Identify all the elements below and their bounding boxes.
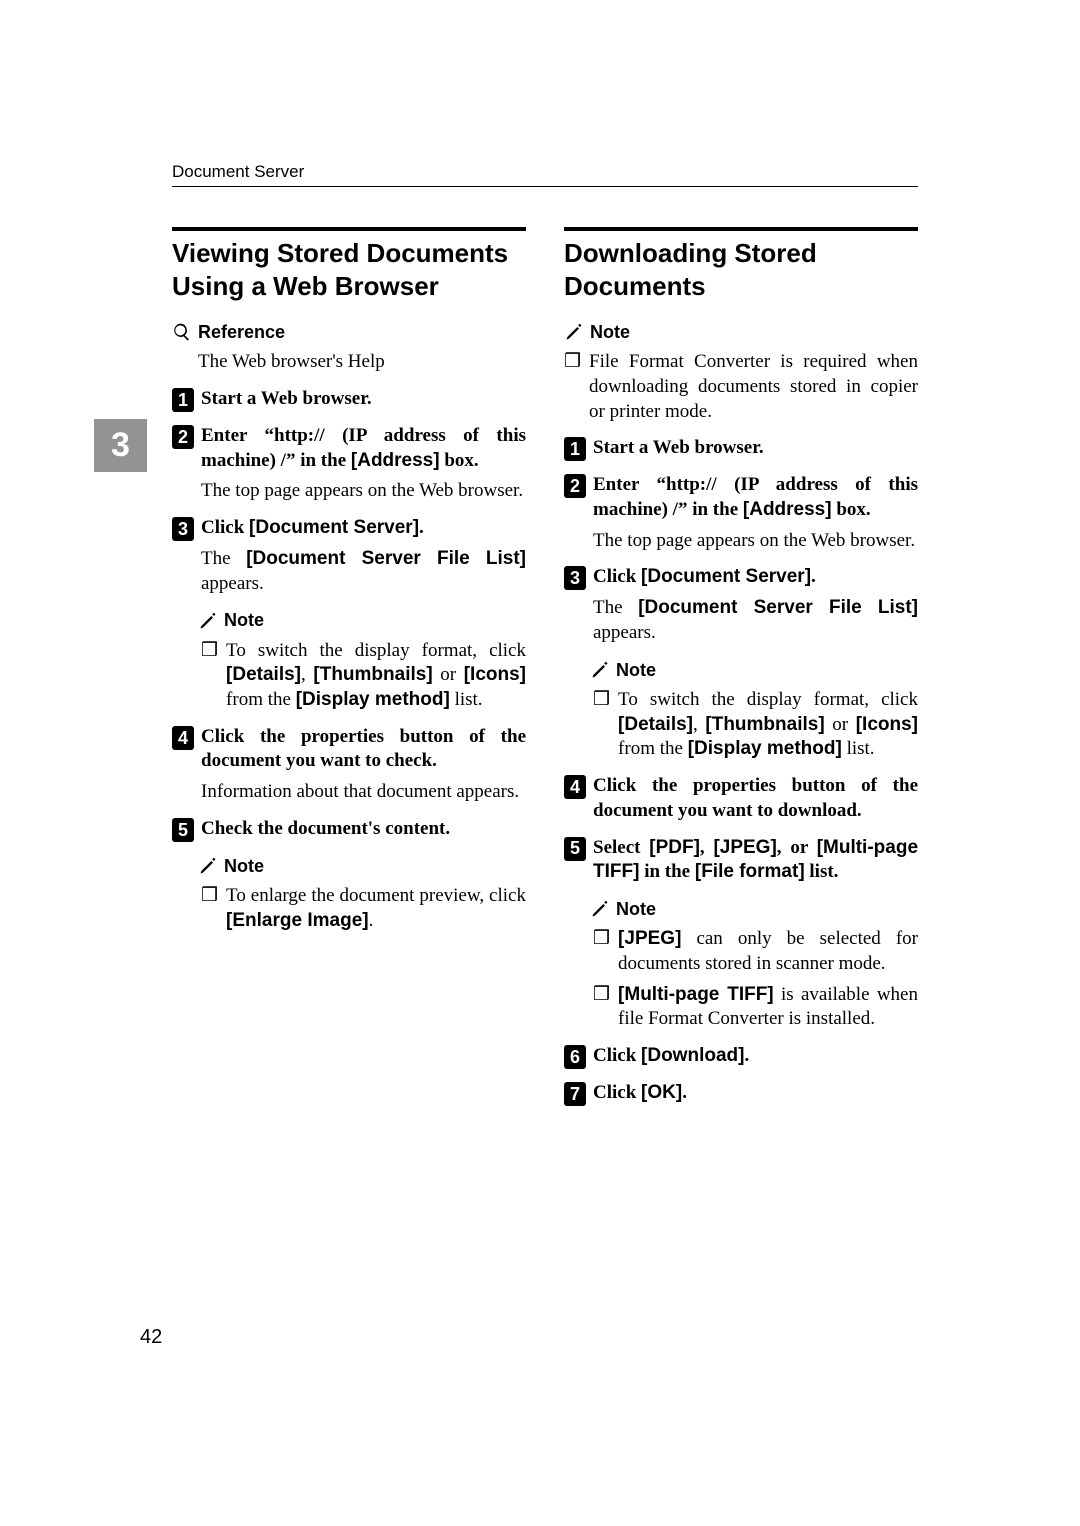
step-text: Start a Web browser. — [593, 436, 918, 461]
step-number-icon: 7 — [564, 1082, 586, 1106]
note-label: Note — [590, 320, 630, 344]
section-rule — [564, 227, 918, 231]
reference-label: Reference — [198, 320, 285, 344]
step-1: 1 Start a Web browser. — [564, 436, 918, 461]
reference-heading: Reference — [172, 320, 526, 344]
step-text: Click [Download]. — [593, 1044, 918, 1069]
step-text: Click [OK]. — [593, 1081, 918, 1106]
pencil-icon — [198, 611, 218, 631]
note-bullet: ❒ To switch the display format, click [D… — [201, 639, 526, 713]
step-body: The [Document Server File List] appears. — [593, 596, 918, 645]
step-text: Click the properties button of the docum… — [593, 774, 918, 823]
step-3: 3 Click [Document Server]. — [564, 565, 918, 590]
section-rule — [172, 227, 526, 231]
note-heading: Note — [198, 854, 526, 878]
right-column: Downloading Stored Documents Note ❒ File… — [564, 227, 918, 1106]
step-body: The top page appears on the Web browser. — [201, 479, 526, 504]
note-heading: Note — [590, 658, 918, 682]
page-number: 42 — [140, 1326, 162, 1349]
bullet-text: To switch the display format, click [Det… — [618, 688, 918, 762]
bullet-icon: ❒ — [593, 927, 610, 951]
step-text: Enter “http:// (IP address of this machi… — [593, 473, 918, 522]
reference-icon — [172, 322, 192, 342]
step-7: 7 Click [OK]. — [564, 1081, 918, 1106]
step-5: 5 Select [PDF], [JPEG], or [Multi-page T… — [564, 836, 918, 885]
note-heading: Note — [198, 608, 526, 632]
step-1: 1 Start a Web browser. — [172, 387, 526, 412]
step-4: 4 Click the properties button of the doc… — [564, 774, 918, 823]
reference-text: The Web browser's Help — [198, 350, 526, 375]
step-body: The top page appears on the Web browser. — [593, 529, 918, 554]
step-number-icon: 5 — [564, 837, 586, 861]
note-bullet: ❒ File Format Converter is required when… — [564, 350, 918, 424]
step-body: Information about that document appears. — [201, 780, 526, 805]
step-text: Select [PDF], [JPEG], or [Multi-page TIF… — [593, 836, 918, 885]
pencil-icon — [198, 856, 218, 876]
page-body: Document Server Viewing Stored Documents… — [172, 162, 918, 1106]
bullet-icon: ❒ — [593, 983, 610, 1007]
step-text: Click [Document Server]. — [593, 565, 918, 590]
section-title: Downloading Stored Documents — [564, 237, 918, 302]
note-label: Note — [224, 608, 264, 632]
bullet-text: To switch the display format, click [Det… — [226, 639, 526, 713]
left-column: Viewing Stored Documents Using a Web Bro… — [172, 227, 526, 1106]
pencil-icon — [590, 660, 610, 680]
bullet-text: [JPEG] can only be selected for document… — [618, 927, 918, 976]
step-body: The [Document Server File List] appears. — [201, 547, 526, 596]
step-number-icon: 2 — [172, 425, 194, 449]
note-heading: Note — [590, 897, 918, 921]
note-bullet: ❒ To switch the display format, click [D… — [593, 688, 918, 762]
step-number-icon: 1 — [172, 388, 194, 412]
bullet-icon: ❒ — [201, 884, 218, 908]
step-number-icon: 3 — [564, 566, 586, 590]
step-number-icon: 5 — [172, 818, 194, 842]
step-text: Check the document's content. — [201, 817, 526, 842]
header-rule — [172, 186, 918, 187]
pencil-icon — [564, 322, 584, 342]
note-bullet: ❒ To enlarge the document preview, click… — [201, 884, 526, 933]
step-text: Click [Document Server]. — [201, 516, 526, 541]
step-2: 2 Enter “http:// (IP address of this mac… — [172, 424, 526, 473]
step-5: 5 Check the document's content. — [172, 817, 526, 842]
bullet-text: File Format Converter is required when d… — [589, 350, 918, 424]
step-number-icon: 4 — [564, 775, 586, 799]
step-number-icon: 6 — [564, 1045, 586, 1069]
step-6: 6 Click [Download]. — [564, 1044, 918, 1069]
note-label: Note — [224, 854, 264, 878]
bullet-icon: ❒ — [564, 350, 581, 374]
step-number-icon: 4 — [172, 726, 194, 750]
note-label: Note — [616, 897, 656, 921]
step-4: 4 Click the properties button of the doc… — [172, 725, 526, 774]
running-header: Document Server — [172, 162, 918, 182]
step-number-icon: 1 — [564, 437, 586, 461]
note-label: Note — [616, 658, 656, 682]
note-bullet: ❒ [JPEG] can only be selected for docume… — [593, 927, 918, 976]
section-title: Viewing Stored Documents Using a Web Bro… — [172, 237, 526, 302]
two-column-layout: Viewing Stored Documents Using a Web Bro… — [172, 227, 918, 1106]
bullet-icon: ❒ — [201, 639, 218, 663]
step-2: 2 Enter “http:// (IP address of this mac… — [564, 473, 918, 522]
bullet-text: To enlarge the document preview, click [… — [226, 884, 526, 933]
note-heading: Note — [564, 320, 918, 344]
step-number-icon: 2 — [564, 474, 586, 498]
step-text: Click the properties button of the docum… — [201, 725, 526, 774]
step-3: 3 Click [Document Server]. — [172, 516, 526, 541]
bullet-icon: ❒ — [593, 688, 610, 712]
step-text: Enter “http:// (IP address of this machi… — [201, 424, 526, 473]
step-text: Start a Web browser. — [201, 387, 526, 412]
pencil-icon — [590, 899, 610, 919]
note-bullet: ❒ [Multi-page TIFF] is available when fi… — [593, 983, 918, 1032]
bullet-text: [Multi-page TIFF] is available when file… — [618, 983, 918, 1032]
section-tab: 3 — [94, 419, 147, 472]
step-number-icon: 3 — [172, 517, 194, 541]
